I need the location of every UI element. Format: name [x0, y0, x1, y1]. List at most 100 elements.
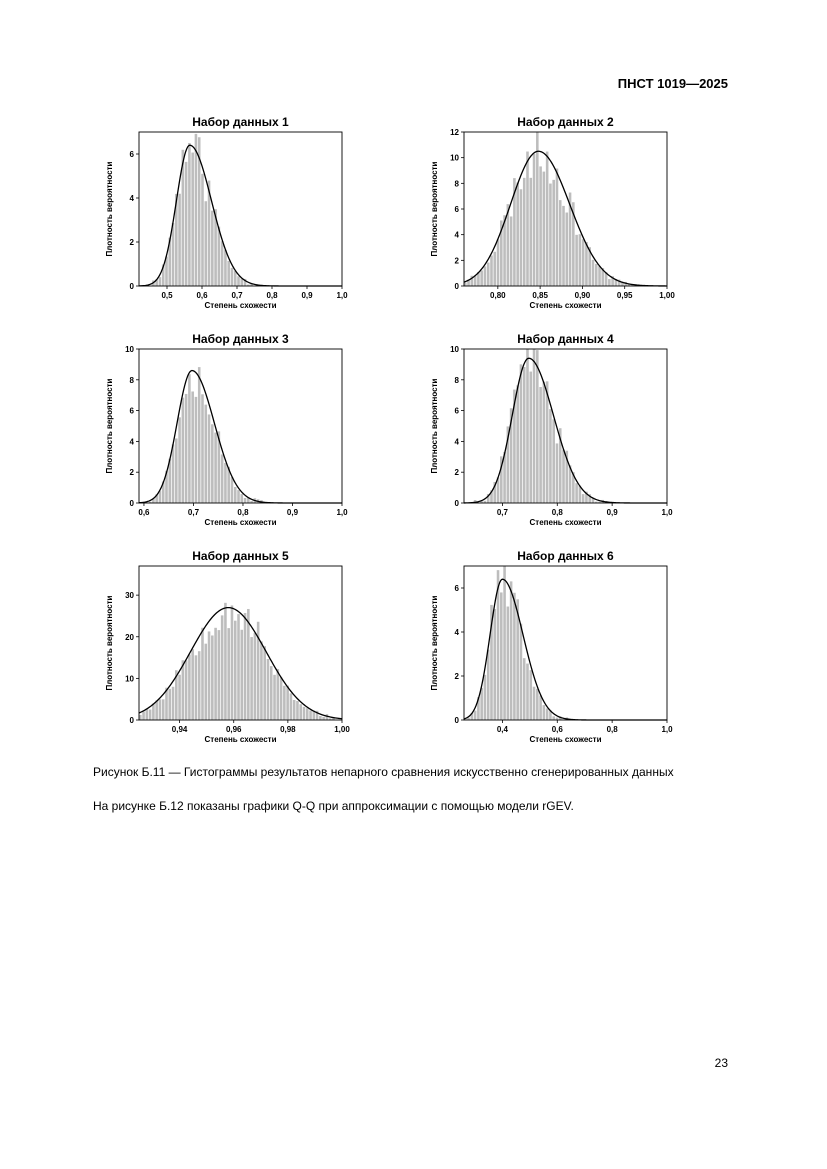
histogram-bar — [142, 711, 145, 720]
y-tick-label: 2 — [130, 468, 135, 477]
x-tick-label: 1,0 — [661, 508, 673, 517]
histogram-bar — [328, 718, 332, 720]
histogram-bar — [224, 602, 227, 720]
y-tick-label: 10 — [125, 674, 134, 683]
chart-svg: Набор данных 3 0,6 0,7 0,8 0,9 1,0 0 2 4 6 8 10 Степ… — [105, 332, 348, 527]
x-tick-label: 0,9 — [301, 291, 313, 300]
x-tick-label: 0,7 — [188, 508, 200, 517]
histogram-bar — [509, 216, 513, 286]
histogram-bar — [247, 608, 250, 720]
y-tick-label: 10 — [450, 345, 459, 354]
x-tick-label: 0,90 — [575, 291, 591, 300]
chart-4: Набор данных 4 0,7 0,8 0,9 1,0 0 2 4 6 8 10 Степень… — [425, 329, 685, 549]
histogram-bar — [532, 686, 536, 720]
histogram-bar — [237, 490, 240, 503]
histogram-bar — [175, 670, 178, 720]
histogram-bar — [536, 350, 539, 503]
y-tick-label: 0 — [455, 282, 460, 291]
histogram-bar — [575, 483, 578, 503]
histogram-bar — [220, 615, 224, 720]
histogram-bar — [188, 142, 191, 286]
histogram-bar — [562, 205, 565, 286]
histogram-bar — [496, 570, 500, 720]
histogram-bar — [594, 263, 598, 286]
histogram-bar — [250, 284, 253, 286]
histogram-bar — [233, 270, 237, 286]
y-tick-label: 6 — [455, 205, 460, 214]
histogram-bar — [575, 234, 578, 286]
histogram-bar — [552, 716, 555, 720]
histogram-bar — [572, 202, 575, 286]
histogram-bar — [139, 714, 142, 720]
histogram-bar — [161, 699, 165, 720]
histogram-bar — [152, 703, 155, 720]
histogram-bar — [493, 481, 497, 503]
y-tick-label: 0 — [455, 716, 460, 725]
histogram-bar — [608, 279, 611, 286]
x-tick-label: 0,98 — [280, 725, 296, 734]
y-tick-label: 10 — [450, 154, 459, 163]
y-tick-label: 0 — [130, 716, 135, 725]
histogram-bar — [214, 432, 217, 503]
histogram-bar — [516, 182, 519, 286]
x-axis-label: Степень схожести — [530, 301, 602, 310]
histogram-bar — [565, 212, 569, 286]
histogram-bar — [296, 701, 299, 720]
histogram-bar — [503, 451, 506, 503]
histogram-bar — [243, 498, 247, 503]
histogram-bar — [545, 151, 549, 286]
y-tick-label: 2 — [455, 256, 460, 265]
histogram-bar — [480, 501, 483, 503]
histogram-bar — [477, 697, 480, 720]
histogram-bar — [168, 237, 172, 286]
histogram-bar — [513, 592, 516, 720]
histogram-bar — [188, 374, 191, 503]
histogram-bar — [305, 708, 309, 720]
histogram-bar — [283, 685, 286, 720]
histogram-bar — [539, 166, 542, 286]
histogram-bar — [165, 256, 168, 286]
histogram-bar — [500, 220, 503, 286]
histogram-bar — [473, 500, 477, 503]
chart-title: Набор данных 5 — [192, 549, 289, 563]
histogram-bar — [493, 609, 497, 720]
histogram-bar — [319, 715, 322, 720]
histogram-bar — [490, 490, 493, 503]
histogram-bar — [181, 397, 185, 503]
histogram-bar — [555, 443, 559, 503]
figure-caption: Рисунок Б.11 — Гистограммы результатов н… — [93, 765, 674, 779]
fitted-curve — [138, 606, 343, 720]
histogram-bar — [227, 260, 230, 286]
histogram-bar — [558, 200, 562, 286]
histogram-bar — [594, 501, 598, 503]
histogram-bar — [165, 470, 168, 503]
chart-svg: Набор данных 5 0,94 0,96 0,98 1,00 0 10 20 30 Сте… — [105, 549, 350, 744]
histogram-bar — [191, 391, 194, 503]
histogram-bar — [233, 620, 237, 720]
histogram-bar — [292, 699, 296, 720]
histogram-bar — [178, 674, 181, 720]
histogram-bar — [558, 428, 562, 503]
histogram-bar — [532, 153, 536, 286]
histogram-bar — [289, 693, 293, 720]
histogram-bar — [601, 268, 605, 286]
histogram-bar — [250, 637, 253, 720]
histogram-bar — [211, 424, 214, 503]
x-tick-label: 1,0 — [336, 291, 348, 300]
histogram-bar — [325, 714, 329, 720]
y-tick-label: 0 — [130, 499, 135, 508]
y-tick-label: 6 — [455, 584, 460, 593]
x-tick-label: 0,8 — [552, 508, 564, 517]
histogram-bar — [526, 663, 529, 720]
chart-3: Набор данных 3 0,6 0,7 0,8 0,9 1,0 0 2 4 6 8 10 Степ… — [100, 329, 360, 549]
histogram-bar — [493, 251, 497, 286]
histogram-bar — [276, 669, 280, 720]
histogram-bar — [148, 501, 152, 503]
histogram-bar — [243, 278, 247, 286]
histogram-bar — [529, 371, 533, 503]
chart-title: Набор данных 4 — [517, 332, 614, 346]
histogram-bar — [286, 685, 289, 720]
histogram-bar — [178, 417, 181, 503]
histogram-bar — [161, 264, 165, 286]
x-tick-label: 0,5 — [161, 291, 173, 300]
